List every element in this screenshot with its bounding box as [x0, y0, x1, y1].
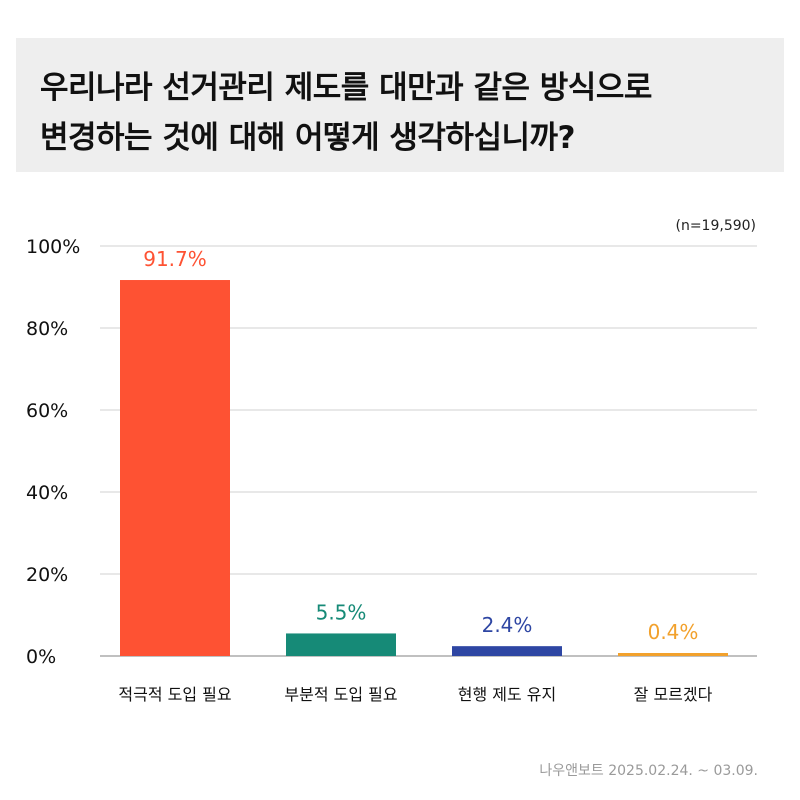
- sample-size: (n=19,590): [675, 218, 756, 234]
- category-label: 부분적 도입 필요: [284, 685, 397, 704]
- y-tick-label: 40%: [26, 482, 68, 504]
- y-tick-label: 100%: [26, 236, 80, 258]
- y-tick-label: 80%: [26, 318, 68, 340]
- chart-title-line-1: 우리나라 선거관리 제도를 대만과 같은 방식으로: [40, 70, 652, 106]
- category-label: 적극적 도입 필요: [118, 685, 231, 704]
- y-tick-label: 20%: [26, 564, 68, 586]
- data-label: 91.7%: [143, 247, 207, 271]
- bar: [286, 633, 396, 656]
- category-label: 현행 제도 유지: [458, 685, 557, 704]
- chart-title-line-2: 변경하는 것에 대해 어떻게 생각하십니까?: [40, 120, 576, 156]
- bar: [452, 646, 562, 656]
- data-label: 5.5%: [316, 600, 367, 624]
- data-label: 2.4%: [482, 613, 533, 637]
- y-tick-label: 0%: [26, 646, 56, 668]
- y-tick-label: 60%: [26, 400, 68, 422]
- source-note: 나우앤보트 2025.02.24. ~ 03.09.: [539, 763, 758, 779]
- bar: [120, 280, 230, 656]
- data-label: 0.4%: [648, 620, 699, 644]
- category-label: 잘 모르겠다: [634, 685, 713, 704]
- title-box: 우리나라 선거관리 제도를 대만과 같은 방식으로 변경하는 것에 대해 어떻게…: [16, 38, 784, 172]
- bar: [618, 653, 728, 656]
